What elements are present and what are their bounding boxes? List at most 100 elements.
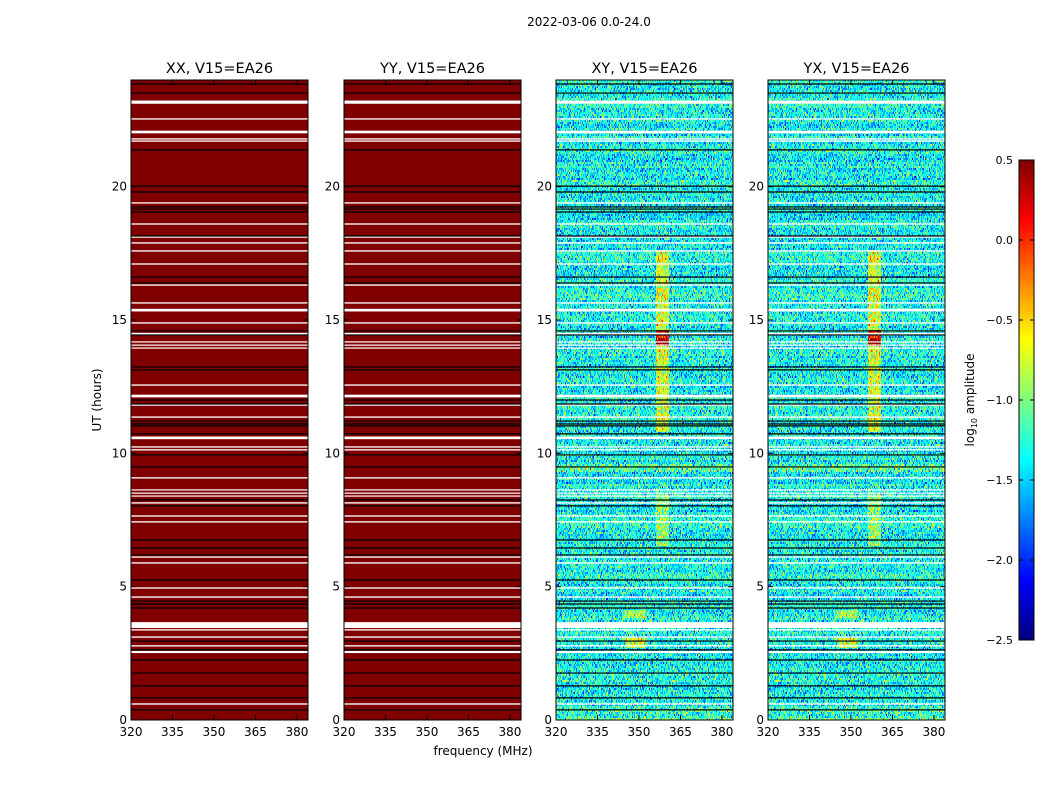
flagged-row [556,556,733,558]
flagged-row [344,100,521,104]
x-axis-label: frequency (MHz) [433,744,532,758]
flagged-row [344,645,521,647]
flagged-row [344,596,521,598]
flagged-row [344,344,521,346]
flagged-row [344,404,521,406]
x-tick-label: 320 [545,725,568,739]
flagged-row [768,344,945,346]
flagged-row [768,650,945,654]
flagged-row [768,515,945,517]
flagged-row [556,263,733,265]
flagged-row [768,384,945,386]
flagged-row [768,250,945,252]
flagged-row [344,384,521,386]
flagged-row [768,404,945,406]
y-tick-label: 20 [749,180,764,194]
flagged-row [131,242,308,244]
y-tick-label: 15 [537,313,552,327]
flagged-row [768,332,945,335]
flagged-row [556,650,733,654]
flagged-row [344,515,521,517]
flagged-row [768,130,945,134]
x-tick-label: 350 [628,725,651,739]
flagged-row [768,636,945,638]
flagged-row [131,703,308,705]
flagged-row [344,322,521,324]
flagged-row [131,622,308,628]
flagged-row [344,556,521,558]
flagged-row [344,416,521,418]
flagged-row [131,629,308,631]
flagged-row [768,556,945,558]
y-tick-label: 0 [119,713,127,727]
flagged-row [344,284,521,286]
flagged-row [344,562,521,564]
y-tick-label: 5 [332,580,340,594]
x-tick-label: 380 [285,725,308,739]
x-tick-label: 320 [120,725,143,739]
y-tick-label: 15 [112,313,127,327]
flagged-row [131,556,308,558]
flagged-row [768,100,945,104]
x-tick-label: 380 [710,725,733,739]
axes-frame [343,79,522,721]
flagged-row [556,250,733,252]
flagged-row [768,341,945,343]
flagged-row [131,118,308,120]
flagged-row [556,587,733,589]
flagged-row [768,284,945,286]
y-tick-label: 10 [749,446,764,460]
flagged-row [556,502,733,504]
flagged-row [768,596,945,598]
flagged-row [768,347,945,349]
flagged-row [768,140,945,142]
axes-frame [130,79,309,721]
flagged-row [768,118,945,120]
flagged-row [768,587,945,589]
flagged-row [131,436,308,440]
x-tick-label: 335 [374,725,397,739]
flagged-row [556,489,733,491]
y-tick-label: 15 [749,313,764,327]
flagged-row [344,703,521,705]
flagged-row [131,449,308,451]
x-tick-label: 380 [922,725,945,739]
colorbar-tick-label: 0.0 [996,234,1014,247]
y-tick-label: 20 [325,180,340,194]
flagged-row [344,308,521,312]
flagged-row [344,622,521,628]
y-tick-label: 5 [544,580,552,594]
x-tick-label: 335 [798,725,821,739]
flagged-row [131,492,308,494]
flagged-row [131,302,308,304]
x-tick-label: 320 [333,725,356,739]
flagged-row [768,394,945,398]
colorbar-tick-label: −1.0 [986,394,1013,407]
flagged-row [768,236,945,238]
flagged-row [131,284,308,286]
flagged-row [556,118,733,120]
x-tick-label: 365 [457,725,480,739]
flagged-row [556,347,733,349]
x-tick-label: 350 [203,725,226,739]
flagged-row [131,223,308,225]
flagged-row [768,489,945,491]
flagged-row [556,492,733,494]
flagged-row [556,140,733,142]
flagged-row [131,636,308,638]
colorbar-tick-label: −0.5 [986,314,1013,327]
flagged-row [556,562,733,564]
flagged-row [768,138,945,140]
flagged-row [344,489,521,491]
flagged-row [344,263,521,265]
flagged-row [131,138,308,140]
flagged-row [344,650,521,654]
flagged-row [556,384,733,386]
x-tick-label: 365 [244,725,267,739]
flagged-row [131,344,308,346]
x-tick-label: 335 [586,725,609,739]
flagged-row [556,495,733,497]
flagged-row [131,341,308,343]
